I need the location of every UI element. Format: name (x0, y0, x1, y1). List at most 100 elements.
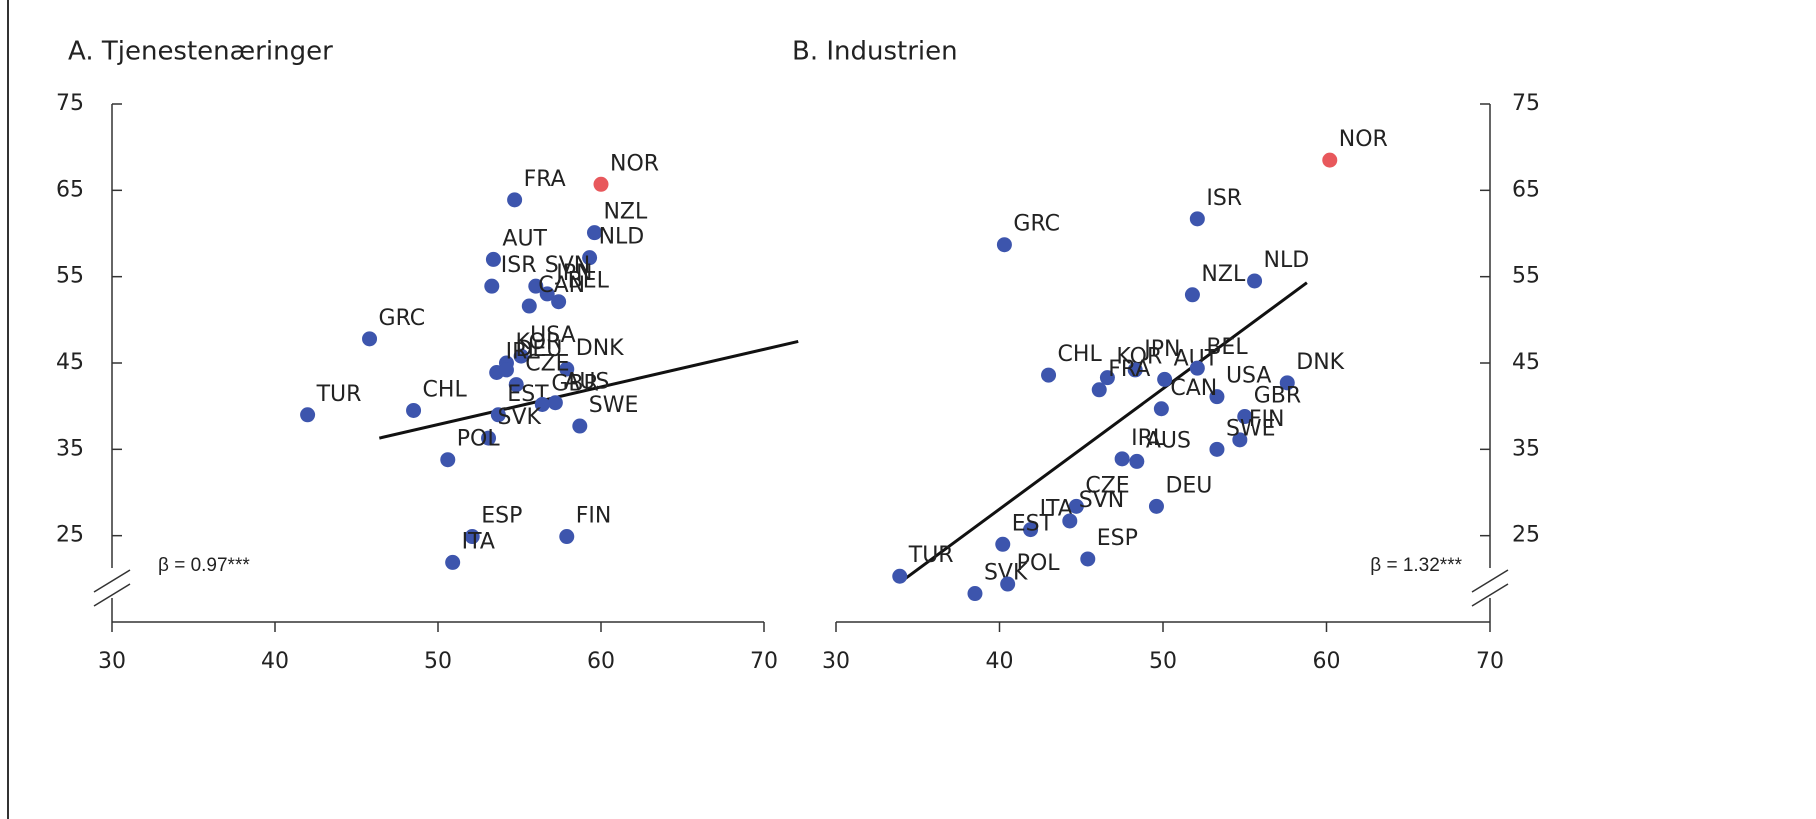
axis-break (93, 583, 131, 607)
point-label: ESP (1097, 526, 1138, 551)
point (1189, 211, 1205, 227)
point (1129, 453, 1145, 469)
point (528, 278, 544, 294)
panel-title: A. Tjenestenæringer (68, 37, 333, 67)
x-tick-label: 50 (1149, 649, 1177, 674)
point-label: JPN (1142, 337, 1180, 362)
point (996, 237, 1012, 253)
point (1148, 498, 1164, 514)
x-tick-label: 40 (986, 649, 1014, 674)
point-label: NLD (1264, 248, 1310, 273)
annotation: β = 1.32*** (1370, 555, 1462, 576)
point-label: CAN (1170, 376, 1217, 401)
y-tick-label: 75 (1512, 91, 1540, 116)
point-label: NZL (1201, 262, 1246, 287)
x-tick-label: 60 (1313, 649, 1341, 674)
point (498, 362, 514, 378)
point (1232, 432, 1248, 448)
y-tick-label: 75 (56, 91, 84, 116)
point (1099, 370, 1115, 386)
y-tick-label: 45 (56, 350, 84, 375)
point (892, 568, 908, 584)
y-tick-label: 25 (1512, 523, 1540, 548)
point-label: AUS (564, 370, 609, 395)
point-label: DNK (1296, 350, 1344, 375)
point (539, 286, 555, 302)
point-label: IRL (1131, 426, 1166, 451)
point-label: DEU (1165, 473, 1212, 498)
point-label: NOR (610, 151, 659, 176)
point (559, 529, 575, 545)
point-label: AUT (502, 226, 547, 251)
x-tick-label: 40 (261, 649, 289, 674)
point-label: POL (1017, 551, 1061, 576)
point (406, 402, 422, 418)
point-label: ISR (1206, 186, 1242, 211)
x-tick-label: 70 (750, 649, 778, 674)
point (440, 452, 456, 468)
point (586, 225, 602, 241)
point (445, 554, 461, 570)
y-tick-label: 35 (56, 436, 84, 461)
point-label: NLD (599, 225, 645, 250)
point-label: EST (1012, 511, 1054, 536)
point (1000, 576, 1016, 592)
point (464, 529, 480, 545)
point (1322, 152, 1338, 168)
axis-break (1471, 569, 1509, 593)
x-tick-label: 70 (1476, 649, 1504, 674)
y-tick-label: 55 (56, 264, 84, 289)
point (513, 348, 529, 364)
point (1189, 360, 1205, 376)
point-label: POL (457, 427, 501, 452)
point-label: TUR (316, 382, 362, 407)
point (1023, 522, 1039, 538)
axis-break (93, 569, 131, 593)
point-label: SWE (589, 393, 639, 418)
trend-line (900, 281, 1308, 583)
x-tick-label: 30 (98, 649, 126, 674)
point (490, 407, 506, 423)
point-label: DNK (576, 336, 624, 361)
point-label: DEU (515, 337, 562, 362)
x-tick-label: 30 (822, 649, 850, 674)
point (1041, 367, 1057, 383)
point-label: GBR (1254, 384, 1301, 409)
point (362, 331, 378, 347)
point-label: SWE (1226, 416, 1276, 441)
point-label: ISR (501, 253, 537, 278)
point (1209, 441, 1225, 457)
panel-title: B. Industrien (792, 37, 958, 67)
point-label: SVN (1079, 488, 1124, 513)
point-label: GBR (551, 371, 598, 396)
point-label: FIN (576, 504, 612, 529)
y-tick-label: 25 (56, 523, 84, 548)
point (995, 536, 1011, 552)
point (1068, 498, 1084, 514)
point-label: AUS (1146, 428, 1191, 453)
point-label: NOR (1339, 127, 1388, 152)
point-label: NZL (603, 200, 648, 225)
point (1279, 375, 1295, 391)
point-label: JPN (554, 261, 592, 286)
point (1157, 371, 1173, 387)
point (572, 418, 588, 434)
point (508, 377, 524, 393)
point-label: CZE (525, 352, 569, 377)
point-label: CZE (1085, 473, 1129, 498)
point (1114, 451, 1130, 467)
point-label: CHL (1058, 342, 1103, 367)
point-label: GRC (379, 306, 426, 331)
y-tick-label: 45 (1512, 350, 1540, 375)
point (547, 395, 563, 411)
axis-break (1471, 583, 1509, 607)
point (582, 250, 598, 266)
y-tick-label: 65 (56, 177, 84, 202)
point-label: FRA (524, 167, 566, 192)
point-label: KOR (515, 330, 561, 355)
y-tick-label: 55 (1512, 264, 1540, 289)
point (300, 407, 316, 423)
x-tick-label: 50 (424, 649, 452, 674)
point (559, 361, 575, 377)
point (551, 294, 567, 310)
